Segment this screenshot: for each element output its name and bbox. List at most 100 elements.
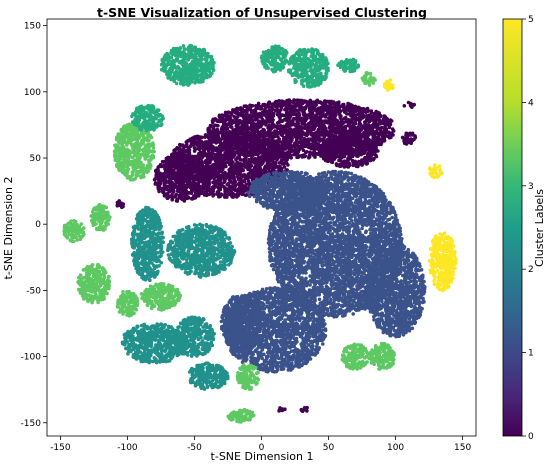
point-c0-r0-1954 — [292, 152, 296, 157]
point-c0-r2-469 — [157, 180, 161, 184]
point-c0-r1-1360 — [223, 155, 228, 159]
point-c0-r7-7 — [283, 407, 287, 412]
point-c0-r0-2112 — [316, 133, 320, 137]
point-c0-r0-1803 — [284, 129, 289, 133]
point-c0-r4-18 — [413, 134, 417, 138]
point-c0-r0-2122 — [252, 111, 257, 116]
point-c0-r2-445 — [169, 164, 174, 169]
point-c0-r0-2162 — [360, 115, 364, 120]
point-c0-r1-1503 — [188, 144, 193, 148]
point-c0-r1-858 — [231, 160, 235, 164]
point-c0-r1-942 — [225, 183, 229, 187]
point-c0-r0-2073 — [260, 131, 265, 135]
point-c0-r2-501 — [201, 173, 206, 177]
point-c0-r3-281 — [350, 158, 355, 163]
point-c0-r1-1456 — [222, 145, 227, 149]
point-c0-r1-1390 — [214, 148, 219, 153]
point-c0-r0-1654 — [312, 146, 317, 151]
point-c0-r2-344 — [169, 176, 174, 181]
point-c0-r2-473 — [197, 189, 202, 194]
point-c0-r0-1586 — [216, 123, 220, 128]
point-c0-r0-1967 — [264, 119, 268, 124]
point-c0-r3-356 — [324, 156, 328, 160]
point-c0-r2-361 — [185, 156, 190, 161]
point-c0-r2-108 — [166, 193, 170, 197]
point-c0-r2-492 — [189, 176, 193, 181]
point-c0-r0-2009 — [370, 114, 374, 119]
point-c0-r0-2160 — [221, 117, 225, 121]
point-c0-r0-2055 — [341, 120, 345, 125]
point-c0-r1-1232 — [222, 177, 226, 182]
point-c0-r1-1548 — [243, 136, 248, 140]
point-c0-r1-1499 — [228, 157, 233, 161]
point-c0-r1-1439 — [233, 180, 237, 184]
point-c0-r3-342 — [366, 152, 371, 156]
point-c0-r0-1530 — [227, 121, 231, 126]
point-c0-r3-369 — [341, 161, 345, 165]
point-c0-r0-1684 — [208, 123, 213, 128]
point-c0-r1-1454 — [193, 140, 197, 144]
point-c0-r1-1527 — [228, 169, 233, 173]
point-c0-r0-2142 — [265, 110, 270, 115]
point-c0-r0-2058 — [269, 105, 274, 110]
point-c0-r1-1540 — [223, 193, 228, 197]
point-c0-r1-1349 — [196, 134, 201, 139]
point-c0-r0-1922 — [333, 128, 337, 133]
point-c0-r3-290 — [336, 163, 340, 167]
point-c0-r1-1135 — [258, 161, 262, 166]
point-c0-r0-2076 — [343, 126, 348, 130]
point-c0-r0-2169 — [286, 145, 290, 150]
point-c0-r1-1574 — [266, 164, 271, 168]
point-c0-r0-959 — [314, 109, 319, 113]
point-c0-r0-2159 — [276, 126, 280, 131]
point-c0-r1-968 — [235, 174, 240, 179]
point-c0-r0-1589 — [339, 117, 344, 122]
point-c0-r1-1474 — [252, 134, 256, 139]
point-c0-r1-1556 — [236, 187, 241, 191]
point-c0-r0-1956 — [318, 126, 322, 130]
point-c0-r0-1997 — [273, 104, 278, 108]
point-c0-r1-1393 — [247, 151, 252, 156]
point-c0-r0-2157 — [293, 122, 298, 127]
point-c0-r5-7 — [115, 200, 120, 205]
point-c0-r0-1794 — [347, 120, 351, 124]
point-c0-r1-1555 — [244, 186, 248, 191]
point-c0-r1-1549 — [266, 142, 271, 147]
point-c0-r0-1685 — [231, 120, 236, 125]
point-c0-r1-1423 — [237, 156, 242, 160]
point-c0-r0-2113 — [281, 124, 286, 129]
point-c0-r0-1992 — [308, 150, 312, 155]
point-c0-r4-30 — [401, 136, 406, 140]
point-c0-r1-1502 — [183, 144, 188, 148]
point-c0-r2-499 — [166, 169, 171, 174]
point-c0-r2-503 — [170, 180, 174, 185]
point-c0-r0-2158 — [345, 107, 350, 111]
point-c0-r2-440 — [183, 192, 188, 197]
point-c0-r0-1899 — [312, 150, 317, 155]
point-c0-r1-1406 — [246, 132, 250, 136]
point-c0-r0-2057 — [284, 106, 289, 110]
point-c0-r0-2164 — [303, 141, 307, 145]
point-c0-r3-347 — [342, 149, 347, 154]
point-c0-r1-1475 — [248, 170, 253, 174]
point-c0-r1-1543 — [179, 143, 183, 147]
point-c0-r0-2050 — [263, 105, 268, 110]
point-c0-r1-1581 — [264, 157, 269, 161]
point-c0-r0-1990 — [335, 118, 340, 123]
point-c0-r0-2120 — [293, 148, 297, 152]
point-c0-r3-221 — [333, 136, 338, 141]
point-c0-r1-1575 — [236, 151, 241, 156]
point-c0-r2-369 — [174, 198, 179, 203]
point-c0-r1-938 — [267, 139, 271, 143]
point-c0-r0-951 — [342, 116, 347, 121]
point-c0-r0-1189 — [231, 108, 235, 112]
point-c0-r3-372 — [351, 138, 356, 143]
point-c0-r1-1346 — [234, 158, 238, 162]
point-c0-r1-1329 — [276, 154, 281, 158]
point-c0-r5-9 — [115, 203, 120, 208]
point-c0-r3-363 — [338, 154, 342, 159]
point-c0-r2-507 — [179, 161, 183, 166]
point-c0-r0-2091 — [326, 111, 331, 115]
point-c0-r0-1911 — [266, 116, 270, 121]
point-c0-r1-1100 — [242, 158, 247, 162]
